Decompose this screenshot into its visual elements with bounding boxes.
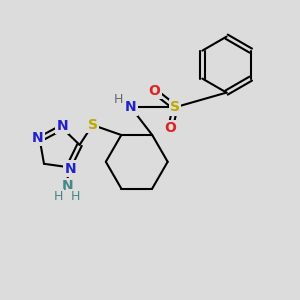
Text: N: N — [61, 179, 73, 194]
Text: N: N — [125, 100, 137, 114]
Text: H: H — [71, 190, 80, 203]
Text: S: S — [88, 118, 98, 132]
Text: N: N — [56, 119, 68, 133]
Text: N: N — [32, 131, 43, 145]
Text: S: S — [170, 100, 180, 114]
Text: O: O — [165, 121, 176, 135]
Text: H: H — [54, 190, 63, 203]
Text: H: H — [114, 93, 123, 106]
Text: N: N — [64, 162, 76, 176]
Text: O: O — [148, 84, 160, 98]
